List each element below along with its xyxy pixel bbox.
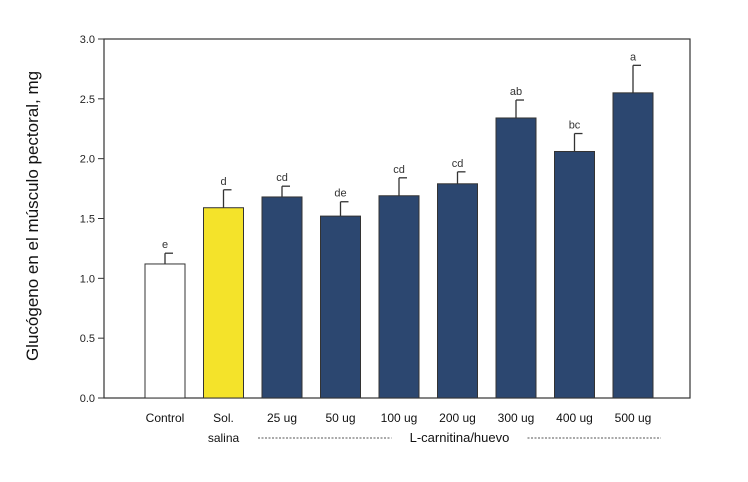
bar [261,196,303,399]
bar [612,92,654,399]
category-label: 400 ug [556,411,593,425]
category-label: 500 ug [615,411,652,425]
category-label: 200 ug [439,411,476,425]
y-axis-label: Glucógeno en el músculo pectoral, mg [23,71,42,361]
y-tick-label: 0.5 [80,333,95,345]
bar [495,117,537,399]
bar [378,195,420,399]
category-label: 50 ug [325,411,355,425]
significance-letter: cd [276,172,288,184]
y-tick-label: 2.0 [80,154,95,166]
significance-letter: de [334,188,346,200]
group-label: L-carnitina/huevo [410,430,510,445]
bars-group [144,64,654,399]
y-tick-label: 1.5 [80,214,95,226]
category-label: Control [146,411,185,425]
y-tick-label: 0.0 [80,393,95,405]
category-label: 100 ug [381,411,418,425]
bar [203,207,244,399]
significance-letter: e [162,239,168,251]
category-label: 300 ug [498,411,535,425]
bar [437,183,478,399]
significance-letter: bc [569,120,581,132]
bar [320,215,361,399]
labels-group: e Control d Sol. salina cd 25 ug de 50 ug cd 100 u… [146,51,661,445]
y-tick-label: 1.0 [80,273,95,285]
significance-letter: a [630,51,637,63]
bar [144,263,186,399]
bar [554,150,595,399]
category-label: Sol. [213,411,234,425]
category-label-line2: salina [208,431,240,445]
y-tick-label: 3.0 [80,34,95,46]
y-tick-label: 2.5 [80,94,95,106]
significance-letter: cd [393,164,405,176]
significance-letter: ab [510,86,522,98]
category-label: 25 ug [267,411,297,425]
significance-letter: cd [452,158,464,170]
significance-letter: d [220,176,226,188]
